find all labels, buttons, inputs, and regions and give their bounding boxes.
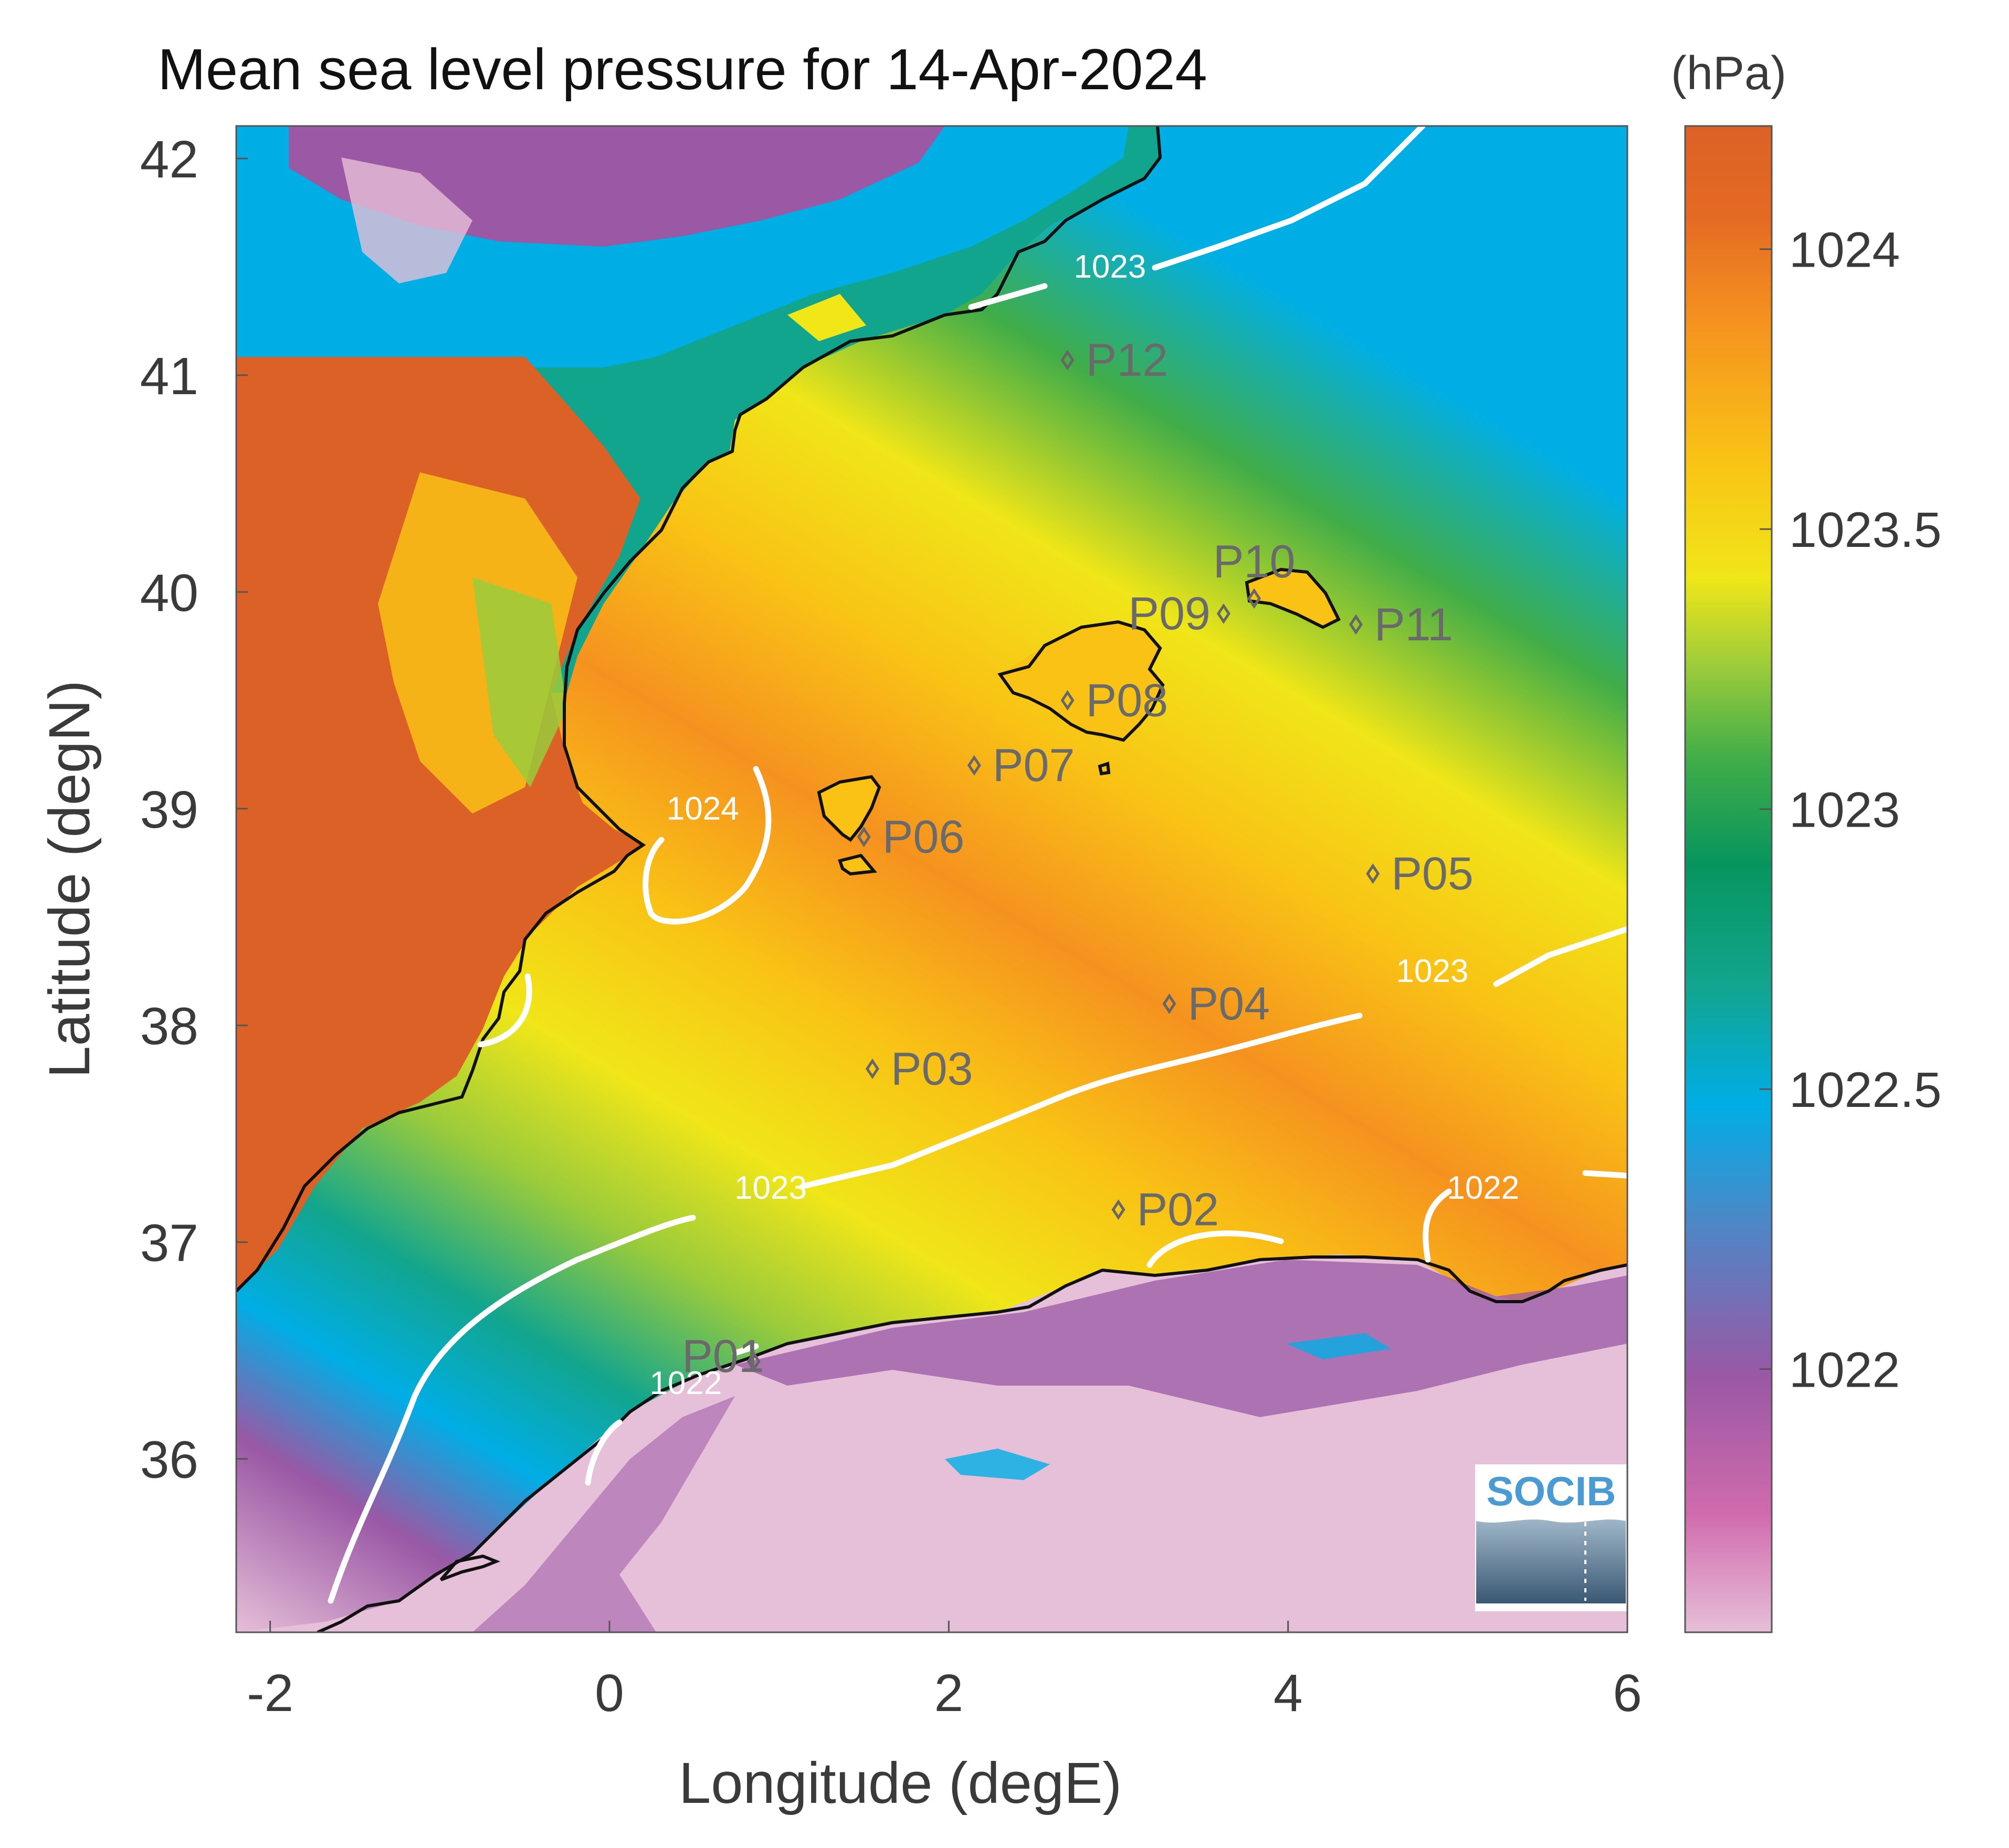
map-frame: [235, 125, 1628, 1633]
station-marker[interactable]: [1366, 863, 1380, 884]
station-label: P12: [1086, 334, 1169, 386]
x-tick-label: -2: [247, 1664, 293, 1723]
map-area: 1023 1024 1023 1023 1022 1022 P01 P02 P03 P04 P05…: [236, 126, 1627, 1632]
colorbar: [1684, 125, 1773, 1633]
coastlines: [236, 126, 1627, 1632]
colorbar-unit: (hPa): [1671, 47, 1786, 100]
y-axis-ticks: 42 41 40 39 38 37 36: [140, 130, 248, 1490]
y-tick-label: 37: [140, 1214, 198, 1273]
coast-cabrera: [1098, 761, 1111, 776]
colorbar-tick-label: 1024: [1789, 223, 1900, 278]
x-tick-label: 2: [934, 1664, 964, 1723]
isobar-1023-north: [968, 126, 1426, 310]
coast-iberia: [236, 126, 1162, 1293]
contour-label: 1024: [667, 790, 739, 827]
x-tick-label: 4: [1274, 1664, 1303, 1723]
station-marker[interactable]: [1247, 588, 1261, 609]
contour-label: 1022: [649, 1365, 722, 1401]
contour-label: 1023: [1074, 249, 1146, 285]
isobar-1022-arc: [1147, 1230, 1284, 1268]
isobar-1023-south: [328, 926, 1627, 1604]
station-label: P07: [993, 739, 1075, 791]
station-label: P02: [1137, 1184, 1219, 1235]
isobar-1024-coast: [477, 973, 532, 1048]
y-tick-label: 39: [140, 780, 198, 839]
station-marker[interactable]: [746, 1351, 761, 1372]
chart-title: Mean sea level pressure for 14-Apr-2024: [157, 37, 1207, 102]
station-marker[interactable]: [1060, 350, 1075, 371]
station-marker[interactable]: [1060, 690, 1075, 711]
x-axis-ticks: -2 0 2 4 6: [247, 1621, 1642, 1723]
y-tick-label: 36: [140, 1431, 198, 1490]
station-label: P10: [1213, 535, 1296, 587]
isobar-1022-africa: [585, 1343, 759, 1486]
x-tick-label: 0: [595, 1664, 624, 1723]
contour-label-layer: 1023 1024 1023 1023 1022 1022: [649, 249, 1519, 1401]
y-tick-label: 40: [140, 564, 198, 622]
station-marker[interactable]: [967, 755, 981, 776]
station-label: P05: [1391, 848, 1474, 900]
x-tick-label: 6: [1613, 1664, 1642, 1723]
isobar-contours: [328, 126, 1627, 1604]
station-marker[interactable]: [1111, 1199, 1126, 1220]
isobar-1024-center: [643, 766, 772, 925]
station-marker[interactable]: [865, 1058, 879, 1079]
station-label: P11: [1374, 598, 1453, 650]
colorbar-tick-label: 1023: [1789, 783, 1900, 838]
station-label: P01: [682, 1330, 764, 1382]
y-tick-label: 41: [140, 347, 198, 406]
station-marker[interactable]: [1216, 603, 1230, 624]
colorbar-tick-label: 1023.5: [1789, 502, 1942, 558]
station-label: P09: [1128, 587, 1211, 639]
station-marker[interactable]: [857, 826, 871, 847]
colorbar-tick-label: 1022: [1789, 1343, 1900, 1398]
coast-menorca: [1245, 567, 1341, 629]
station-label: P04: [1187, 977, 1270, 1029]
coast-ibiza: [817, 775, 881, 876]
isobar-1022-east: [1423, 1170, 1627, 1263]
colorbar-ticks: 1024 1023.5 1023 1022.5 1022: [1760, 223, 1942, 1398]
station-label: P06: [882, 810, 965, 862]
station-label: P08: [1086, 674, 1169, 726]
station-marker[interactable]: [1162, 993, 1176, 1014]
contour-label: 1022: [1447, 1170, 1519, 1206]
y-tick-label: 42: [140, 130, 198, 189]
y-axis-label: Latitude (degN): [37, 680, 102, 1078]
logo-text: SOCIB: [1486, 1468, 1616, 1514]
contour-label: 1023: [734, 1170, 807, 1206]
coast-mallorca: [997, 620, 1165, 742]
coast-alboran-spain: [439, 1554, 501, 1581]
contour-label: 1023: [1396, 953, 1468, 989]
station-label: P03: [891, 1042, 973, 1094]
coast-north-africa: [317, 1255, 1627, 1632]
station-marker[interactable]: [1349, 614, 1363, 635]
land-ibiza: [819, 777, 879, 874]
y-tick-label: 38: [140, 997, 198, 1056]
x-axis-label: Longitude (degE): [679, 1751, 1122, 1815]
colorbar-tick-label: 1022.5: [1789, 1062, 1942, 1118]
socib-logo: SOCIB: [1475, 1464, 1627, 1611]
